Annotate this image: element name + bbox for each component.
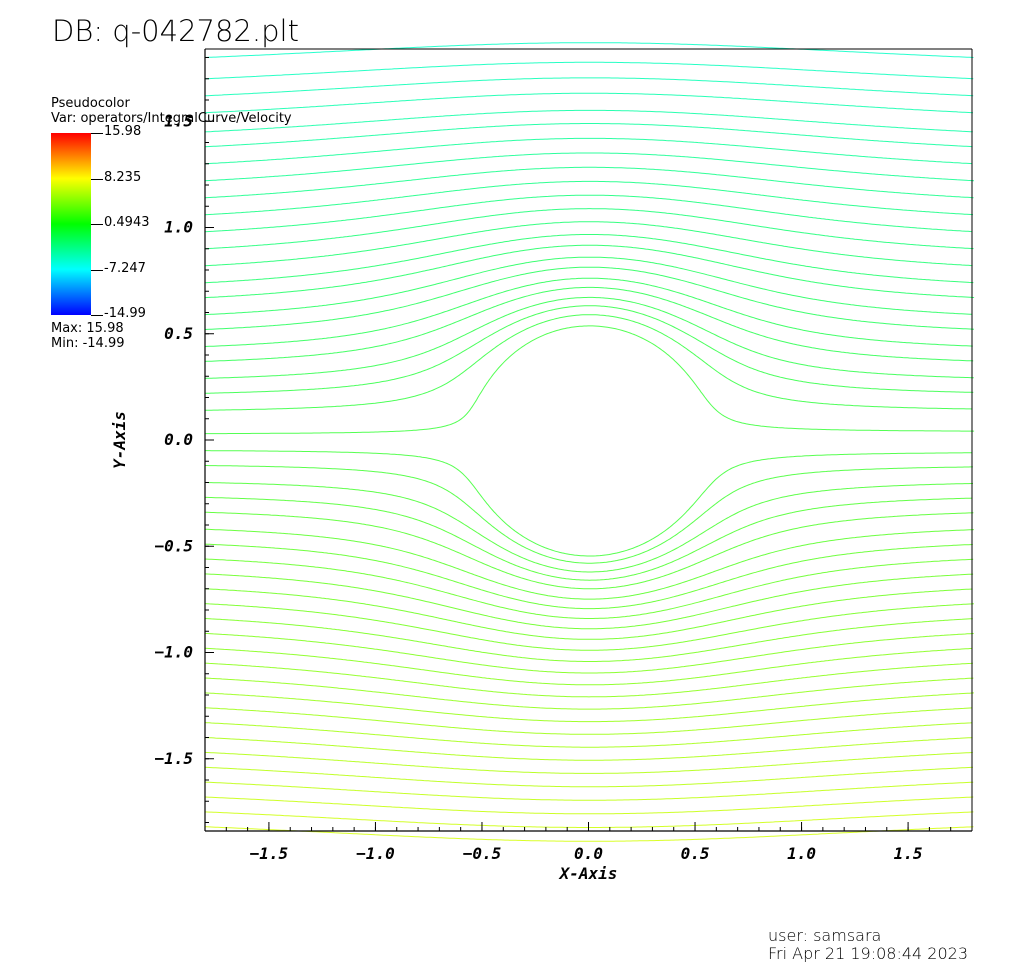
colorbar-tick-label: -7.247 xyxy=(104,260,146,276)
streamline xyxy=(205,511,974,590)
colorbar-tick-label: 0.4943 xyxy=(104,215,150,230)
streamline xyxy=(205,305,974,394)
streamline xyxy=(204,256,973,316)
streamline xyxy=(205,496,973,581)
streamline xyxy=(204,208,974,250)
streamline xyxy=(204,766,974,788)
streamline xyxy=(204,42,974,58)
x-tick-label: 0.0 xyxy=(574,844,603,863)
colorbar-tick-label: -14.99 xyxy=(104,306,146,321)
streamline xyxy=(205,482,973,573)
legend-max: Max: 15.98 xyxy=(51,321,124,336)
streamline xyxy=(204,234,974,284)
streamline xyxy=(204,573,974,630)
colorbar-tick-label: 15.98 xyxy=(104,124,142,139)
colorbar-tick-mark xyxy=(91,133,103,134)
colorbar-tick-mark xyxy=(91,269,103,271)
colorbar xyxy=(51,133,91,315)
streamline xyxy=(204,152,975,182)
streamline xyxy=(204,737,973,761)
streamline xyxy=(204,692,974,723)
streamline xyxy=(204,707,973,735)
streamline xyxy=(204,221,973,267)
colorbar-tick-label: 8.235 xyxy=(104,169,142,185)
colorbar-tick-mark xyxy=(91,178,103,180)
streamline xyxy=(204,109,973,133)
streamline xyxy=(205,465,973,564)
x-tick-label: 0.5 xyxy=(681,844,710,863)
y-tick-label: −1.0 xyxy=(154,643,193,662)
legend-min: Min: -14.99 xyxy=(51,336,125,351)
streamline xyxy=(204,244,975,299)
streamline xyxy=(204,296,974,379)
streamline xyxy=(204,558,974,619)
y-tick-label: −0.5 xyxy=(154,536,193,555)
timestamp-label: Fri Apr 21 19:08:44 2023 xyxy=(768,944,969,963)
database-title: DB: q-042782.plt xyxy=(52,14,299,48)
colorbar-tick-mark xyxy=(91,315,103,316)
streamline xyxy=(204,543,973,610)
legend-title: Pseudocolor xyxy=(51,96,130,111)
streamline xyxy=(204,618,973,662)
y-tick-label: 1.0 xyxy=(164,218,193,237)
streamline xyxy=(205,450,973,557)
colorbar-tick-mark xyxy=(91,224,103,225)
streamline xyxy=(204,811,974,828)
streamline xyxy=(204,277,973,347)
streamline xyxy=(204,751,973,774)
streamline xyxy=(205,325,975,435)
streamline xyxy=(204,92,974,114)
x-tick-label: −1.5 xyxy=(250,844,289,863)
x-tick-label: −0.5 xyxy=(463,844,502,863)
y-tick-label: 0.0 xyxy=(164,430,193,449)
x-tick-label: 1.5 xyxy=(894,844,923,863)
streamline xyxy=(204,137,973,165)
streamline xyxy=(204,796,974,815)
streamline xyxy=(204,781,974,801)
y-axis-title: Y-Axis xyxy=(110,411,129,469)
streamline xyxy=(205,826,974,842)
streamline xyxy=(204,194,973,233)
y-tick-label: −1.5 xyxy=(154,749,193,768)
streamline xyxy=(204,286,974,362)
streamline xyxy=(205,528,974,600)
streamline xyxy=(204,647,973,686)
streamline xyxy=(204,677,974,710)
y-tick-label: 0.5 xyxy=(164,324,193,343)
streamline xyxy=(204,314,973,411)
streamline xyxy=(204,722,973,748)
x-tick-label: −1.0 xyxy=(356,844,395,863)
streamline xyxy=(204,632,974,674)
streamline xyxy=(204,61,974,80)
streamline xyxy=(204,180,974,216)
streamline xyxy=(204,266,975,330)
x-axis-title: X-Axis xyxy=(558,864,618,883)
legend-variable: Var: operators/IntegralCurve/Velocity xyxy=(51,111,292,126)
y-tick-label: 1.5 xyxy=(164,111,193,130)
user-label: user: samsara xyxy=(768,926,882,945)
streamline xyxy=(204,588,973,640)
streamline xyxy=(204,662,973,698)
streamline xyxy=(204,166,974,199)
x-tick-label: 1.0 xyxy=(787,844,816,863)
streamline xyxy=(204,603,974,651)
streamline xyxy=(204,123,973,148)
streamline xyxy=(204,77,974,97)
